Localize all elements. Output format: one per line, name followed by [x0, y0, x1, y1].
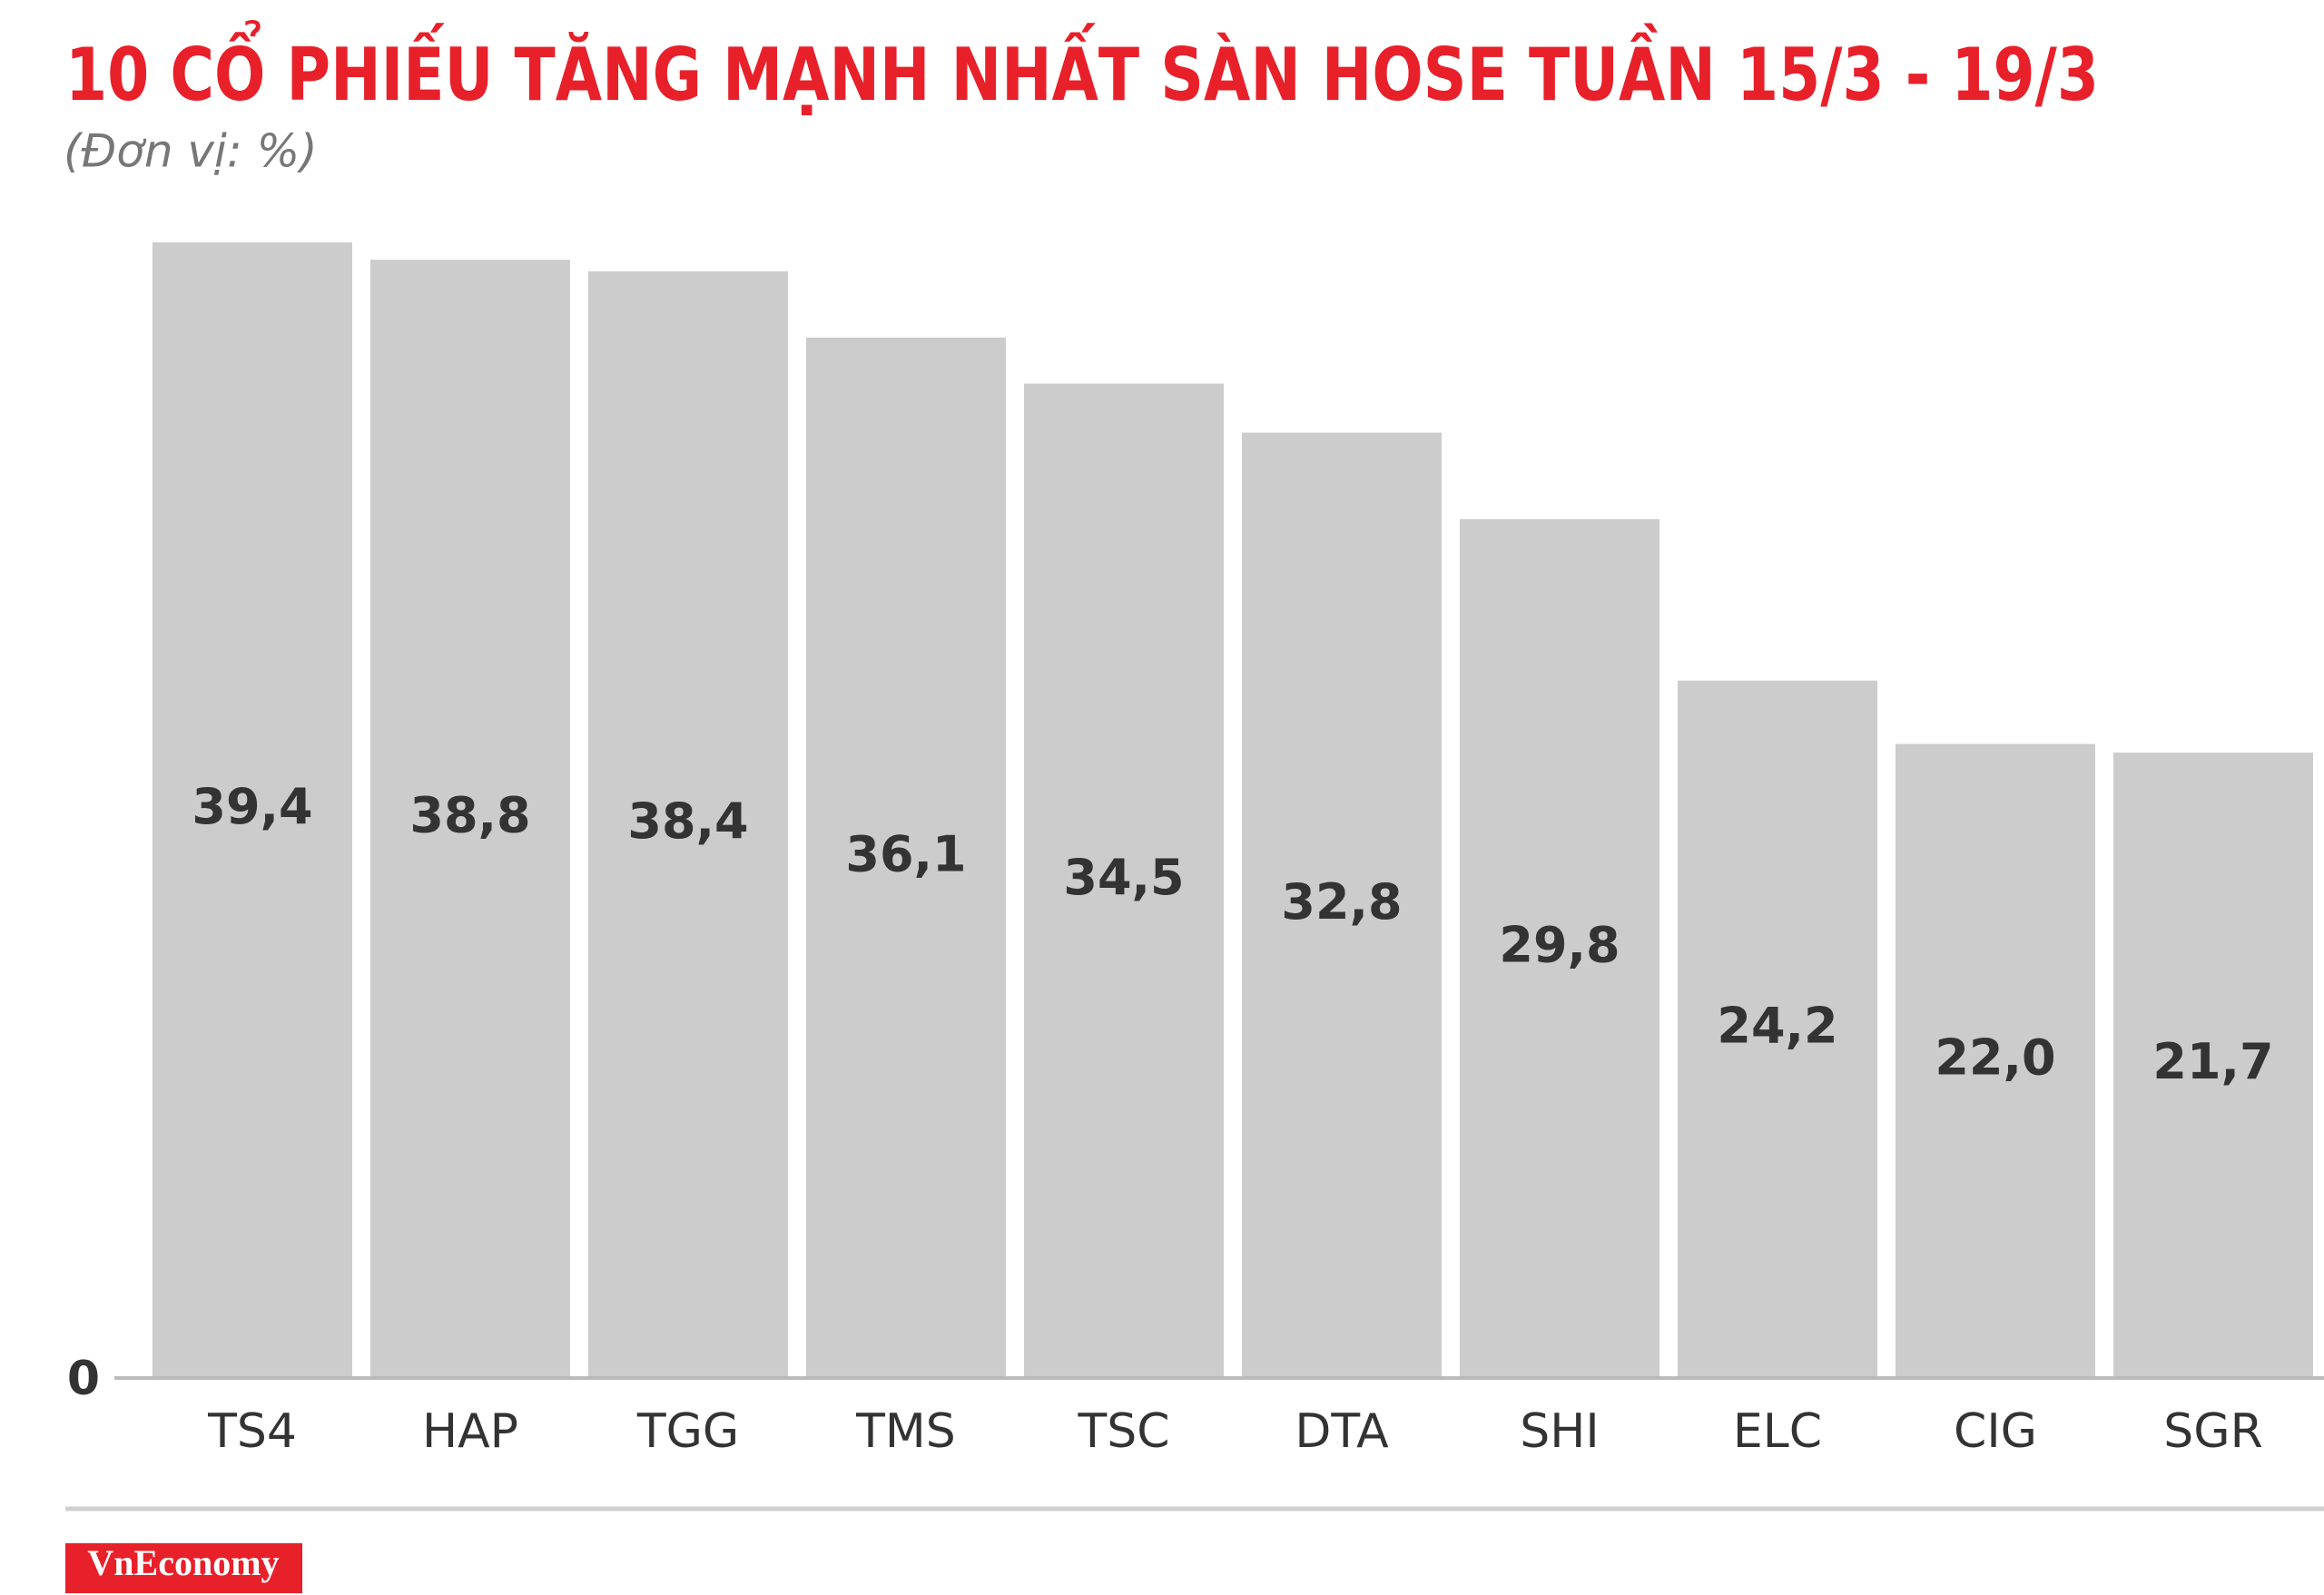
bar — [370, 260, 570, 1379]
value-label: 38,8 — [409, 787, 530, 844]
value-label: 38,4 — [627, 793, 748, 850]
value-label: 29,8 — [1499, 917, 1620, 974]
x-tick-label: DTA — [1295, 1404, 1389, 1459]
value-label: 24,2 — [1717, 997, 1837, 1054]
value-label: 21,7 — [2152, 1033, 2273, 1090]
bar — [153, 242, 352, 1378]
chart-subtitle: (Đơn vị: %) — [64, 125, 318, 178]
x-tick-label: SGR — [2163, 1404, 2262, 1459]
bar — [1460, 518, 1659, 1378]
bar — [1678, 680, 1877, 1378]
bar — [2113, 753, 2313, 1378]
bar — [1242, 432, 1442, 1379]
value-label: 39,4 — [192, 778, 312, 835]
source-label: VnEconomy — [87, 1542, 279, 1583]
x-tick-label: CIG — [1954, 1404, 2037, 1459]
value-label: 32,8 — [1281, 873, 1402, 930]
y-tick-label: 0 — [67, 1352, 100, 1406]
source-badge — [65, 1543, 302, 1593]
bar — [588, 271, 788, 1378]
x-tick-label: TGG — [636, 1404, 739, 1459]
bar — [806, 337, 1006, 1379]
bar — [1896, 743, 2095, 1378]
x-tick-label: SHI — [1520, 1404, 1599, 1459]
value-label: 36,1 — [845, 826, 966, 883]
chart-title: 10 CỔ PHIẾU TĂNG MẠNH NHẤT SÀN HOSE TUẦN… — [65, 20, 2099, 117]
x-tick-label: TMS — [855, 1404, 956, 1459]
x-tick-label: TS4 — [207, 1404, 297, 1459]
value-label: 34,5 — [1063, 849, 1184, 906]
x-tick-label: ELC — [1733, 1404, 1822, 1459]
bar — [1024, 383, 1224, 1378]
x-tick-label: TSC — [1077, 1404, 1169, 1459]
value-label: 22,0 — [1935, 1029, 2055, 1086]
x-tick-label: HAP — [422, 1404, 518, 1459]
